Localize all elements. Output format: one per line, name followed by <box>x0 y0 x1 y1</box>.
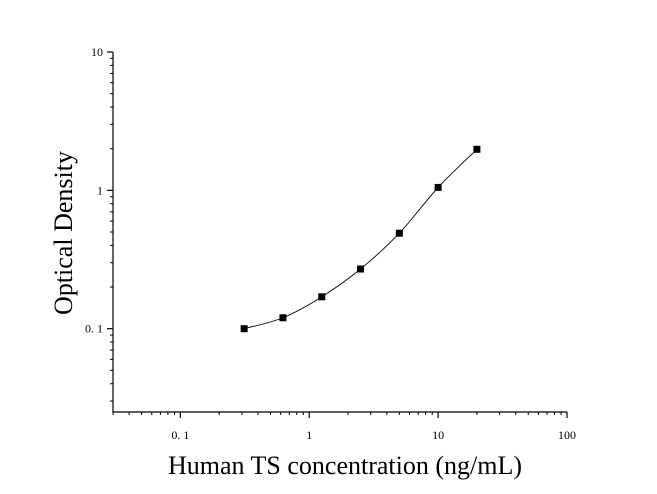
data-point <box>434 183 442 191</box>
data-point <box>240 325 248 333</box>
y-tick-label: 0. 1 <box>85 322 103 336</box>
y-tick-label: 1 <box>97 183 103 197</box>
data-points-group <box>240 145 481 333</box>
y-axis-title: Optical Density <box>49 151 78 315</box>
data-point <box>279 314 287 322</box>
y-tick-label: 10 <box>91 45 103 59</box>
x-tick-label: 10 <box>432 428 444 442</box>
fit-curve-group <box>244 148 478 330</box>
x-tick-label: 100 <box>558 428 576 442</box>
ticks-group: 0. 1 1 10 100 0. 1 1 10 <box>85 45 576 442</box>
data-point <box>318 293 326 301</box>
data-point <box>473 145 481 153</box>
data-point <box>357 265 365 273</box>
x-tick-label: 1 <box>306 428 312 442</box>
axes-group <box>112 52 567 413</box>
x-tick-label: 0. 1 <box>171 428 189 442</box>
fit-curve-line <box>244 148 478 330</box>
data-point <box>395 229 403 237</box>
x-axis-title: Human TS concentration (ng/mL) <box>168 451 522 480</box>
